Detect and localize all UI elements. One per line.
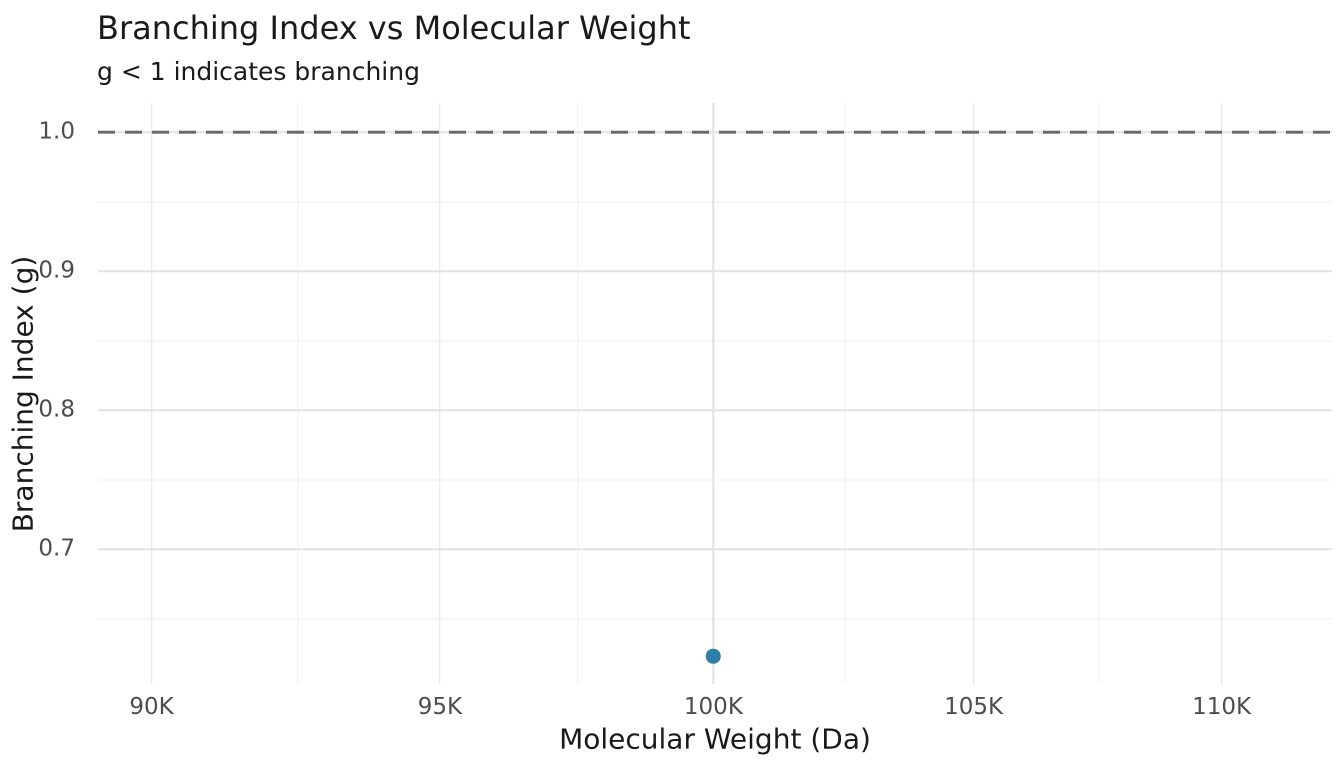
gridline-y-minor bbox=[98, 340, 1332, 342]
x-tick-label: 95K bbox=[417, 694, 463, 720]
gridline-x-minor bbox=[297, 103, 299, 684]
y-tick-label: 0.8 bbox=[38, 396, 75, 423]
x-tick-label: 90K bbox=[129, 694, 174, 720]
reference-line bbox=[98, 130, 1332, 134]
gridline-y-minor bbox=[98, 201, 1332, 203]
gridline-x-major bbox=[150, 103, 153, 684]
y-tick-label: 1.0 bbox=[38, 118, 75, 145]
gridline-y-major bbox=[98, 270, 1332, 272]
chart-subtitle: g < 1 indicates branching bbox=[97, 57, 420, 86]
gridline-y-minor bbox=[98, 618, 1332, 620]
chart-title: Branching Index vs Molecular Weight bbox=[97, 9, 691, 47]
gridline-x-major bbox=[1220, 103, 1223, 684]
gridline-y-major bbox=[98, 409, 1332, 411]
gridline-x-minor bbox=[577, 103, 579, 684]
gridline-x-major bbox=[972, 103, 975, 684]
y-tick-label: 0.7 bbox=[38, 535, 75, 562]
gridline-y-major bbox=[98, 548, 1332, 550]
gridline-x-major bbox=[712, 103, 715, 684]
gridline-x-major bbox=[439, 103, 441, 684]
x-tick-label: 105K bbox=[944, 694, 1004, 720]
x-axis-title: Molecular Weight (Da) bbox=[559, 722, 871, 756]
x-tick-label: 110K bbox=[1192, 694, 1252, 720]
gridline-y-minor bbox=[98, 479, 1332, 481]
y-axis-title: Branching Index (g) bbox=[6, 255, 40, 533]
x-tick-label: 100K bbox=[683, 694, 743, 720]
y-tick-label: 0.9 bbox=[38, 257, 75, 284]
gridline-x-minor bbox=[844, 103, 846, 684]
gridline-x-minor bbox=[1098, 103, 1100, 684]
data-point bbox=[706, 648, 721, 664]
plot-panel bbox=[98, 103, 1332, 684]
